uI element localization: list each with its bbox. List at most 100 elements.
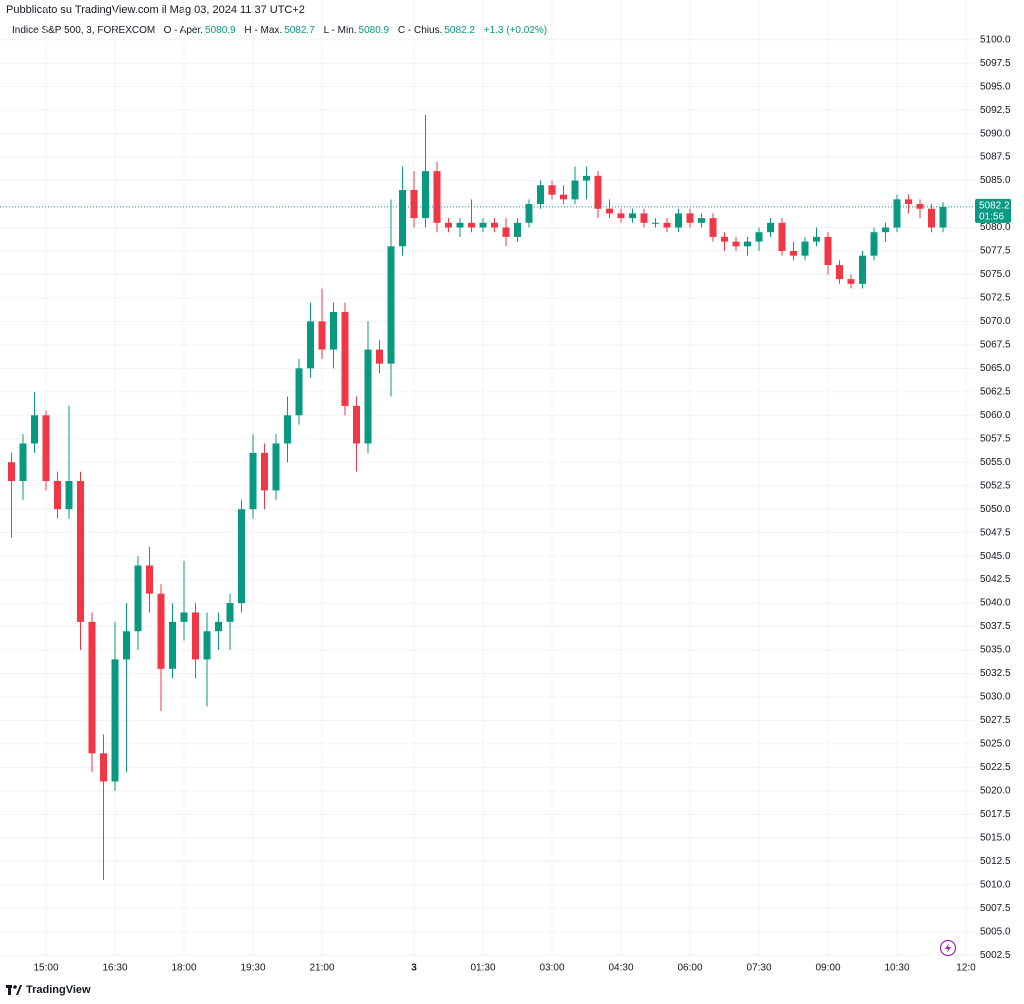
- candle-body: [295, 368, 303, 416]
- y-tick-label: 5017.5: [980, 809, 1011, 820]
- y-tick-label: 5022.5: [980, 762, 1011, 773]
- candle-body: [123, 631, 130, 660]
- y-tick-label: 5100.0: [980, 34, 1011, 45]
- candle-body: [905, 199, 912, 205]
- candle-body: [721, 236, 728, 242]
- brand-name: TradingView: [26, 984, 91, 996]
- candle-body: [916, 204, 924, 209]
- candle-body: [813, 236, 820, 242]
- candle-body: [284, 415, 291, 444]
- y-tick-label: 5040.0: [980, 598, 1011, 609]
- y-tick-label: 5007.5: [980, 903, 1011, 914]
- candle-body: [732, 241, 740, 247]
- x-tick-label: 18:00: [171, 963, 196, 974]
- candle-body: [767, 222, 774, 233]
- y-tick-label: 5087.5: [980, 152, 1011, 163]
- y-tick-label: 5020.0: [980, 786, 1011, 797]
- y-tick-label: 5060.0: [980, 410, 1011, 421]
- candle-body: [100, 753, 107, 782]
- candle-body: [157, 593, 165, 669]
- y-tick-label: 5077.5: [980, 246, 1011, 257]
- candle-body: [19, 443, 27, 482]
- ohlc-value: 5082.7: [284, 25, 315, 36]
- price-badge-countdown: 01:56: [979, 211, 1004, 222]
- y-tick-label: 5027.5: [980, 715, 1011, 726]
- ohlc-label: O - Aper.: [163, 25, 204, 36]
- lightning-icon[interactable]: [939, 939, 957, 957]
- candle-body: [203, 631, 211, 660]
- y-tick-label: 5015.0: [980, 832, 1011, 843]
- candle-body: [491, 222, 498, 228]
- x-tick-label: 03:00: [539, 963, 564, 974]
- candle-body: [387, 246, 395, 364]
- candle-body: [318, 321, 326, 350]
- candle-body: [663, 222, 671, 228]
- y-tick-label: 5010.0: [980, 879, 1011, 890]
- candle-body: [571, 180, 579, 200]
- candle-body: [330, 312, 337, 350]
- legend: Indice S&P 500, 3, FOREXCOM O - Aper. 508…: [12, 25, 553, 36]
- candle-body: [261, 452, 268, 491]
- candle-body: [583, 175, 590, 181]
- candle-body: [364, 349, 372, 444]
- y-tick-label: 5050.0: [980, 504, 1011, 515]
- candle-body: [169, 621, 176, 669]
- candle-body: [870, 232, 878, 256]
- candle-body: [410, 189, 418, 219]
- candle-body: [893, 199, 901, 228]
- ohlc-label: L - Min.: [323, 25, 357, 36]
- y-tick-label: 5055.0: [980, 457, 1011, 468]
- candle-body: [111, 659, 119, 782]
- x-tick-label: 19:30: [240, 963, 265, 974]
- y-tick-label: 5025.0: [980, 739, 1011, 750]
- x-tick-label: 12:0: [956, 963, 976, 974]
- candle-body: [341, 312, 349, 406]
- candle-body: [88, 621, 96, 754]
- candle-body: [778, 222, 786, 251]
- candle-body: [882, 227, 889, 233]
- candle-body: [686, 213, 694, 223]
- y-tick-label: 5047.5: [980, 527, 1011, 538]
- x-tick-label: 01:30: [470, 963, 495, 974]
- ohlc-value: 5080.9: [205, 25, 236, 36]
- candle-body: [8, 462, 15, 482]
- brand: TradingView: [6, 984, 91, 996]
- x-tick-label: 10:30: [884, 963, 909, 974]
- candle-body: [353, 405, 360, 444]
- candle-body: [422, 171, 429, 219]
- x-tick-label: 21:00: [309, 963, 334, 974]
- candle-body: [859, 255, 866, 284]
- candle-body: [836, 265, 843, 280]
- brand-logo: [6, 985, 22, 995]
- y-tick-label: 5045.0: [980, 551, 1011, 562]
- y-tick-label: 5002.5: [980, 950, 1011, 961]
- y-tick-label: 5095.0: [980, 81, 1011, 92]
- candle-body: [617, 213, 625, 219]
- y-tick-label: 5057.5: [980, 433, 1011, 444]
- x-tick-label: 3: [411, 963, 417, 974]
- candle-body: [226, 603, 234, 622]
- candle-body: [433, 171, 441, 223]
- y-tick-label: 5097.5: [980, 58, 1011, 69]
- candle-body: [548, 185, 556, 195]
- candle-body: [939, 206, 947, 228]
- y-tick-label: 5005.0: [980, 926, 1011, 937]
- y-tick-label: 5037.5: [980, 621, 1011, 632]
- y-tick-label: 5032.5: [980, 668, 1011, 679]
- ohlc-label: C - Chius.: [397, 25, 443, 36]
- y-tick-label: 5042.5: [980, 574, 1011, 585]
- candle-body: [652, 222, 659, 224]
- y-tick-label: 5075.0: [980, 269, 1011, 280]
- candle-body: [479, 222, 487, 228]
- y-tick-label: 5080.0: [980, 222, 1011, 233]
- candle-body: [180, 612, 188, 622]
- candle-body: [31, 415, 38, 444]
- candle-body: [698, 218, 705, 223]
- candle-body: [675, 213, 682, 228]
- candle-body: [594, 175, 602, 209]
- ohlc-value: 5082.2: [444, 25, 475, 36]
- candle-body: [801, 241, 809, 256]
- candle-body: [376, 349, 383, 364]
- candle-body: [134, 565, 142, 632]
